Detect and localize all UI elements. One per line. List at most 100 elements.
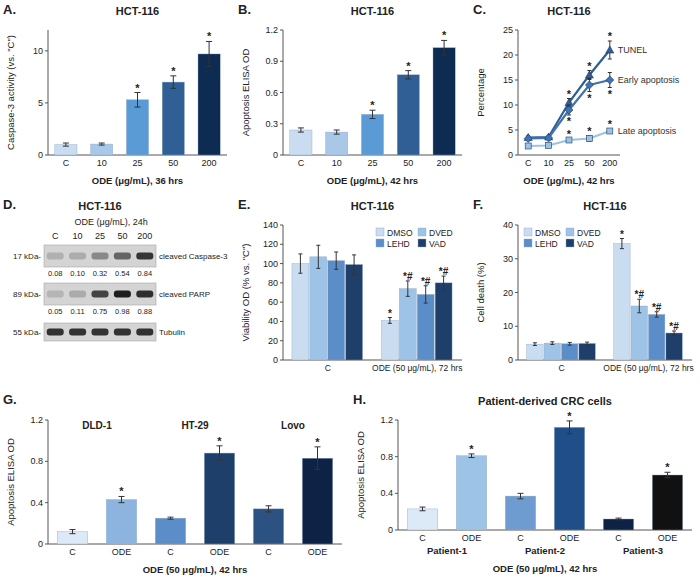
x-tick-label: C <box>325 363 331 373</box>
y-tick-label: 60 <box>268 297 278 307</box>
error-cap <box>616 518 622 519</box>
legend-swatch <box>418 239 426 247</box>
band <box>91 253 108 260</box>
x-axis <box>48 544 342 545</box>
legend-label: VAD <box>577 239 594 249</box>
error-bar <box>408 71 409 79</box>
y-tick-label: 5 <box>508 125 513 135</box>
bar <box>155 518 185 544</box>
y-tick-label: 10 <box>503 321 513 331</box>
legend-label: DVED <box>577 228 601 238</box>
error-cap <box>370 118 376 119</box>
chart-title: Patient-derived CRC cells <box>478 395 612 407</box>
legend-label: VAD <box>429 239 446 249</box>
band <box>136 291 153 298</box>
bar <box>381 320 398 360</box>
error-cap <box>315 469 321 470</box>
y-tick <box>45 50 48 51</box>
chart-title: HCT-116 <box>547 5 590 17</box>
point <box>585 81 593 89</box>
y-tick-label: 0 <box>388 525 393 535</box>
blot-treatment-label: ODE (μg/mL), 24h <box>75 217 148 227</box>
panel: G.00.40.81.2Apoptosis ELISA ODCODECODECO… <box>3 392 342 575</box>
error-cap <box>334 252 338 253</box>
significance-mark: * <box>171 65 176 77</box>
significance-mark: *# <box>403 271 413 282</box>
error-cap <box>266 505 272 506</box>
band <box>91 291 108 298</box>
plot-marks <box>55 41 220 155</box>
legend-swatch <box>524 239 532 247</box>
bar <box>346 265 363 360</box>
error-bar <box>639 299 640 313</box>
x-tick-label: C <box>558 363 564 373</box>
y-tick-label: 0 <box>273 355 278 365</box>
error-bar <box>425 286 426 303</box>
panel-label: F. <box>473 197 483 212</box>
x-tick-label: ODE <box>308 547 328 557</box>
error-bar <box>520 493 521 499</box>
y-tick <box>515 155 518 156</box>
significance-mark: * <box>567 410 572 422</box>
y-tick <box>45 461 48 462</box>
error-cap <box>316 268 320 269</box>
y-tick <box>280 244 283 245</box>
error-cap <box>298 273 302 274</box>
error-cap <box>352 254 356 255</box>
bar <box>544 343 560 360</box>
band-value: 0.08 <box>48 269 63 278</box>
chart-title: HCT-116 <box>351 5 394 17</box>
bar <box>126 100 148 155</box>
significance-mark: *# <box>421 276 431 287</box>
error-cap <box>206 66 212 67</box>
y-tick-label: 100 <box>263 259 278 269</box>
x-tick-label: ODE (50 μg/mL), 72 hrs <box>603 363 693 373</box>
line <box>528 50 610 138</box>
legend-swatch <box>566 239 574 247</box>
x-tick-label: 25 <box>564 158 574 168</box>
band-value: 0.05 <box>48 307 63 316</box>
y-tick-label: 0.6 <box>265 88 278 98</box>
bar <box>527 344 543 360</box>
y-tick <box>280 263 283 264</box>
panel-label: G. <box>3 392 17 407</box>
y-tick <box>395 456 398 457</box>
bar <box>55 145 77 155</box>
band-value: 0.54 <box>115 269 130 278</box>
band <box>47 291 64 298</box>
significance-mark: * <box>587 92 592 104</box>
group-label: Patient-3 <box>623 545 663 556</box>
bar <box>302 458 332 544</box>
x-tick-label: C <box>517 533 524 543</box>
x-tick-label: 200 <box>602 158 617 168</box>
figure: A.HCT-1160510Caspase-3 activity (vs. "C"… <box>0 0 700 584</box>
panel-label: D. <box>3 197 16 212</box>
y-tick-label: 30 <box>503 254 513 264</box>
legend-swatch <box>524 228 532 236</box>
error-cap <box>168 519 174 520</box>
x-tick-label: 25 <box>132 158 142 168</box>
band <box>114 291 131 298</box>
legend-swatch <box>566 228 574 236</box>
x-tick-label: 200 <box>202 158 217 168</box>
x-tick-label: 25 <box>367 158 377 168</box>
significance-mark: * <box>608 88 613 100</box>
panel: B.HCT-11600.30.60.91.2Apoptosis ELISA OD… <box>238 2 462 186</box>
error-bar <box>621 239 622 249</box>
point <box>565 99 573 106</box>
error-cap <box>620 248 624 249</box>
bar <box>666 333 682 360</box>
y-tick <box>515 225 518 226</box>
y-tick-label: 25 <box>503 25 513 35</box>
bar <box>631 306 647 360</box>
bar <box>326 132 348 155</box>
plot-marks <box>292 245 452 360</box>
y-tick-label: 140 <box>263 220 278 230</box>
error-bar <box>173 76 174 89</box>
bar <box>198 54 220 155</box>
y-axis <box>283 225 284 360</box>
significance-mark: * <box>207 30 212 42</box>
y-axis-label: Cell death (%) <box>475 262 486 322</box>
bar <box>204 453 234 544</box>
legend-label: DMSO <box>535 228 561 238</box>
